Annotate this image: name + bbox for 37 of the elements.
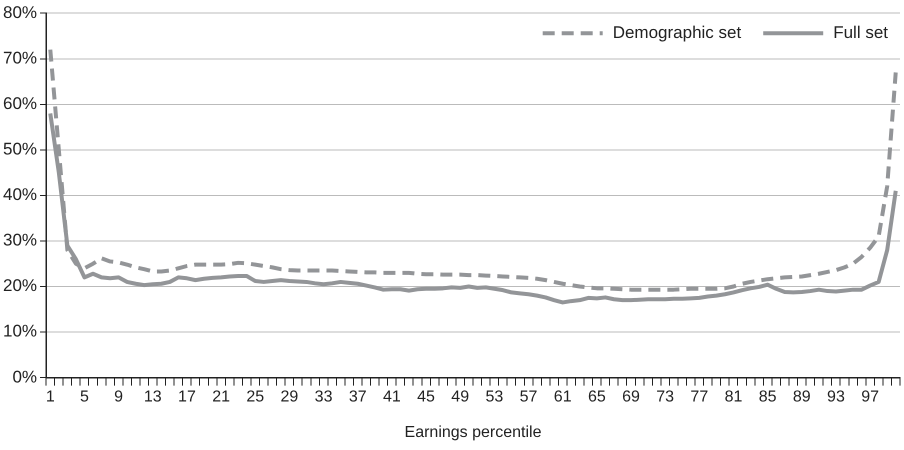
x-tick-label: 93 xyxy=(827,388,845,406)
x-tick-label: 41 xyxy=(382,388,401,406)
x-tick-label: 25 xyxy=(246,388,264,406)
x-tick-label: 9 xyxy=(114,388,124,406)
x-tick-label: 97 xyxy=(861,388,880,406)
x-tick-label: 17 xyxy=(178,388,196,406)
x-tick-label: 65 xyxy=(588,388,606,406)
x-tick-label: 13 xyxy=(144,388,162,406)
x-tick-label: 73 xyxy=(656,388,674,406)
y-tick-label: 50% xyxy=(2,140,38,159)
y-tick-label: 40% xyxy=(2,185,38,204)
x-tick-label: 21 xyxy=(212,388,230,406)
x-tick-label: 57 xyxy=(520,388,538,406)
y-tick-label: 60% xyxy=(2,94,38,113)
x-tick-label: 61 xyxy=(554,388,572,406)
x-tick-label: 5 xyxy=(80,388,89,406)
x-tick-label: 89 xyxy=(792,388,811,406)
legend-label: Demographic set xyxy=(612,22,742,42)
x-tick-label: 29 xyxy=(280,388,298,406)
x-tick-label: 45 xyxy=(417,388,436,406)
x-tick-label: 33 xyxy=(314,388,333,406)
x-axis-title: Earnings percentile xyxy=(404,424,542,441)
x-tick-label: 81 xyxy=(724,388,742,406)
y-tick-label: 70% xyxy=(2,48,38,68)
x-tick-label: 69 xyxy=(622,388,640,406)
x-tick-label: 53 xyxy=(485,388,504,406)
y-tick-label: 30% xyxy=(2,230,38,250)
y-tick-label: 0% xyxy=(12,367,38,386)
x-tick-label: 49 xyxy=(451,388,470,406)
y-tick-label: 10% xyxy=(2,322,38,341)
x-tick-label: 77 xyxy=(690,388,708,406)
y-tick-label: 80% xyxy=(2,2,38,22)
y-tick-label: 20% xyxy=(2,276,38,296)
legend-label: Full set xyxy=(833,22,888,42)
x-tick-label: 1 xyxy=(46,388,55,406)
x-tick-label: 37 xyxy=(348,388,367,406)
x-tick-label: 85 xyxy=(758,388,777,406)
